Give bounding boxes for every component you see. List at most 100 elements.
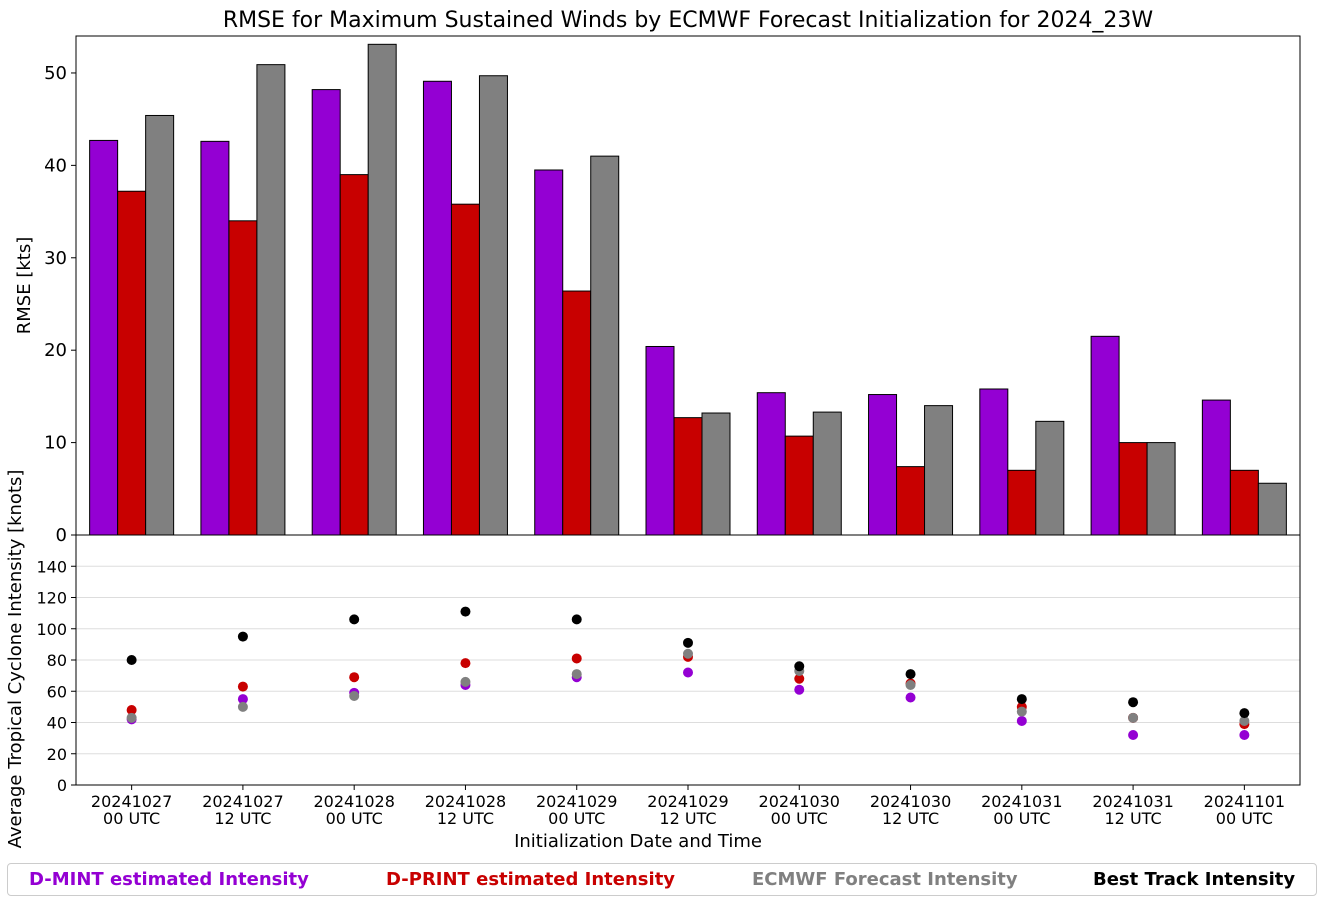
bar-2-6 bbox=[812, 411, 842, 536]
legend: D-MINT estimated Intensity D-PRINT estim… bbox=[7, 863, 1317, 896]
legend-item-best-track: Best Track Intensity bbox=[1093, 869, 1296, 890]
bar-2-10 bbox=[1257, 482, 1287, 536]
point-3-8 bbox=[1016, 694, 1027, 705]
bar-0-7 bbox=[868, 394, 898, 536]
xtick-label-time: 12 UTC bbox=[437, 809, 494, 828]
bar-2-8 bbox=[1035, 420, 1065, 536]
point-3-2 bbox=[349, 614, 360, 625]
xtick-label-time: 00 UTC bbox=[103, 809, 160, 828]
bottom-ytick-label: 120 bbox=[36, 589, 67, 608]
point-1-3 bbox=[460, 658, 471, 669]
bar-1-9 bbox=[1118, 442, 1148, 536]
bottom-ytick-label: 60 bbox=[47, 682, 67, 701]
xtick-label-date: 20241029 bbox=[647, 792, 728, 811]
top-ytick-label: 40 bbox=[44, 155, 67, 176]
point-2-3 bbox=[460, 676, 471, 687]
bar-2-2 bbox=[367, 43, 397, 536]
point-2-10 bbox=[1239, 715, 1250, 726]
bottom-ytick-label: 140 bbox=[36, 557, 67, 576]
top-ytick-label: 10 bbox=[44, 433, 67, 454]
xtick-label-date: 20241031 bbox=[1092, 792, 1173, 811]
point-3-5 bbox=[683, 637, 693, 648]
bar-1-1 bbox=[228, 220, 258, 536]
bar-0-3 bbox=[422, 80, 452, 536]
bar-0-9 bbox=[1090, 335, 1120, 536]
xtick-label-date: 20241031 bbox=[981, 792, 1062, 811]
xlabel: Initialization Date and Time bbox=[514, 831, 762, 852]
bar-1-6 bbox=[784, 435, 814, 536]
point-1-1 bbox=[237, 681, 248, 692]
point-2-9 bbox=[1128, 712, 1139, 723]
bar-1-10 bbox=[1229, 469, 1259, 536]
point-3-3 bbox=[460, 606, 471, 617]
bar-2-9 bbox=[1146, 442, 1176, 536]
bar-1-7 bbox=[896, 466, 926, 536]
bar-1-4 bbox=[562, 290, 592, 536]
xtick-label-date: 20241029 bbox=[536, 792, 617, 811]
point-0-1 bbox=[237, 694, 248, 705]
bar-2-3 bbox=[478, 75, 508, 536]
xtick-label-date: 20241030 bbox=[759, 792, 840, 811]
top-ylabel: RMSE [kts] bbox=[14, 237, 35, 334]
bar-2-1 bbox=[256, 64, 286, 536]
point-1-2 bbox=[349, 672, 360, 683]
bar-0-5 bbox=[645, 345, 675, 536]
point-3-4 bbox=[571, 614, 582, 625]
bar-0-1 bbox=[200, 140, 230, 536]
xtick-label-date: 20241030 bbox=[870, 792, 951, 811]
bar-0-6 bbox=[756, 392, 786, 536]
top-ytick-label: 20 bbox=[44, 340, 67, 361]
point-2-8 bbox=[1016, 706, 1027, 717]
bar-2-5 bbox=[701, 412, 731, 536]
top-ytick-label: 50 bbox=[44, 63, 67, 84]
bar-1-0 bbox=[117, 190, 147, 536]
bottom-ytick-label: 0 bbox=[57, 776, 67, 795]
xtick-label-time: 12 UTC bbox=[882, 809, 939, 828]
point-3-10 bbox=[1239, 708, 1250, 719]
xtick-label-time: 00 UTC bbox=[771, 809, 828, 828]
bottom-ylabel: Average Tropical Cyclone Intensity [knot… bbox=[5, 470, 26, 849]
point-2-2 bbox=[349, 690, 360, 701]
bar-0-0 bbox=[89, 139, 119, 536]
point-0-10 bbox=[1239, 730, 1250, 740]
xtick-label-time: 00 UTC bbox=[326, 809, 383, 828]
bar-1-5 bbox=[673, 417, 703, 536]
point-3-0 bbox=[126, 655, 137, 665]
bar-0-10 bbox=[1201, 399, 1231, 536]
point-0-7 bbox=[905, 692, 916, 703]
bar-1-8 bbox=[1007, 469, 1037, 536]
legend-item-ecmwf: ECMWF Forecast Intensity bbox=[752, 869, 1018, 890]
bar-1-3 bbox=[450, 203, 480, 536]
rmse-intensity-figure: RMSE for Maximum Sustained Winds by ECMW… bbox=[5, 8, 1301, 852]
point-3-9 bbox=[1128, 697, 1139, 708]
point-0-6 bbox=[794, 684, 805, 695]
point-1-0 bbox=[126, 705, 137, 715]
point-2-1 bbox=[237, 701, 248, 712]
top-ytick-label: 30 bbox=[44, 248, 67, 269]
point-1-6 bbox=[794, 673, 805, 684]
point-0-8 bbox=[1016, 715, 1027, 726]
xtick-label-time: 00 UTC bbox=[548, 809, 605, 828]
point-2-5 bbox=[683, 648, 693, 659]
bottom-ytick-label: 20 bbox=[47, 745, 67, 764]
bottom-ytick-label: 40 bbox=[47, 714, 67, 733]
xtick-label-date: 20241027 bbox=[91, 792, 172, 811]
point-0-5 bbox=[683, 667, 693, 678]
point-2-4 bbox=[571, 669, 582, 680]
bar-1-2 bbox=[339, 174, 369, 536]
xtick-label-date: 20241027 bbox=[202, 792, 283, 811]
xtick-label-time: 00 UTC bbox=[993, 809, 1050, 828]
chart-title: RMSE for Maximum Sustained Winds by ECMW… bbox=[223, 8, 1154, 33]
bar-0-8 bbox=[979, 388, 1009, 536]
xtick-label-date: 20241028 bbox=[425, 792, 506, 811]
point-3-1 bbox=[237, 631, 248, 642]
point-2-0 bbox=[126, 712, 137, 723]
bar-2-4 bbox=[590, 155, 620, 536]
bar-2-7 bbox=[924, 405, 954, 536]
bottom-ytick-label: 80 bbox=[47, 651, 67, 670]
point-1-4 bbox=[571, 653, 582, 664]
xtick-label-time: 12 UTC bbox=[659, 809, 716, 828]
xtick-label-date: 20241101 bbox=[1204, 792, 1285, 811]
bottom-ytick-label: 100 bbox=[36, 620, 67, 639]
bar-2-0 bbox=[145, 114, 175, 536]
